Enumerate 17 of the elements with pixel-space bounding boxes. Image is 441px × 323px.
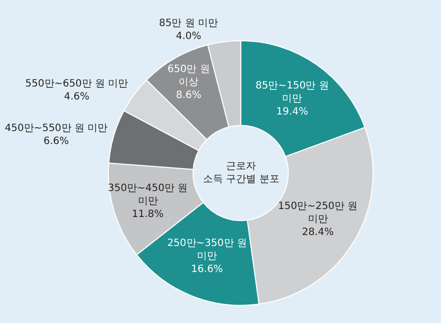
slice-label: 550만~650만 원 미만	[25, 78, 128, 90]
data-label: 4.6%	[64, 91, 90, 102]
text: 근로자 소득 구간별 분포	[203, 161, 280, 185]
data-label: 6.6%	[43, 136, 69, 148]
slice-label: 450만~550만 원 미만	[4, 123, 108, 134]
slice-label: 350만~450만 원 미만	[108, 182, 188, 207]
slice-label: 85만~150만 원 미만	[256, 80, 329, 105]
data-label: 11.8%	[132, 208, 164, 220]
data-label: 28.4%	[302, 226, 334, 238]
data-label: 8.6%	[176, 90, 202, 101]
data-label: 4.0%	[176, 30, 202, 42]
slice-label: 250만~350만 원 미만	[167, 238, 247, 262]
data-label: 16.6%	[191, 264, 223, 275]
data-label: 19.4%	[276, 106, 308, 118]
slice-label: 650만 원 이상	[168, 64, 210, 88]
slice-label: 150만~250만 원 미만	[278, 200, 358, 225]
slice-label: 85만 원 미만	[159, 18, 218, 29]
